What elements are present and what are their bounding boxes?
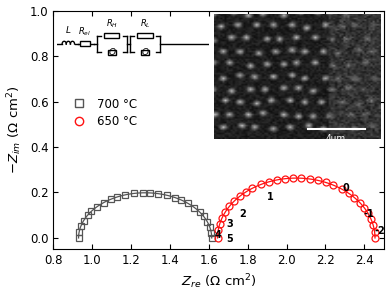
Text: 4: 4 — [215, 230, 221, 240]
Text: -1: -1 — [363, 209, 374, 219]
Text: 5: 5 — [226, 234, 233, 244]
Text: -2: -2 — [375, 226, 386, 236]
Y-axis label: $-Z_{im}\ (\Omega\ \mathrm{cm}^2)$: $-Z_{im}\ (\Omega\ \mathrm{cm}^2)$ — [5, 86, 24, 174]
X-axis label: $Z_{re}\ (\Omega\ \mathrm{cm}^2)$: $Z_{re}\ (\Omega\ \mathrm{cm}^2)$ — [181, 273, 256, 291]
Text: 0: 0 — [343, 183, 350, 193]
Text: 1: 1 — [267, 192, 274, 202]
Legend: 700 °C, 650 °C: 700 °C, 650 °C — [62, 93, 142, 133]
Text: 2: 2 — [239, 209, 246, 219]
Text: 3: 3 — [227, 219, 234, 229]
